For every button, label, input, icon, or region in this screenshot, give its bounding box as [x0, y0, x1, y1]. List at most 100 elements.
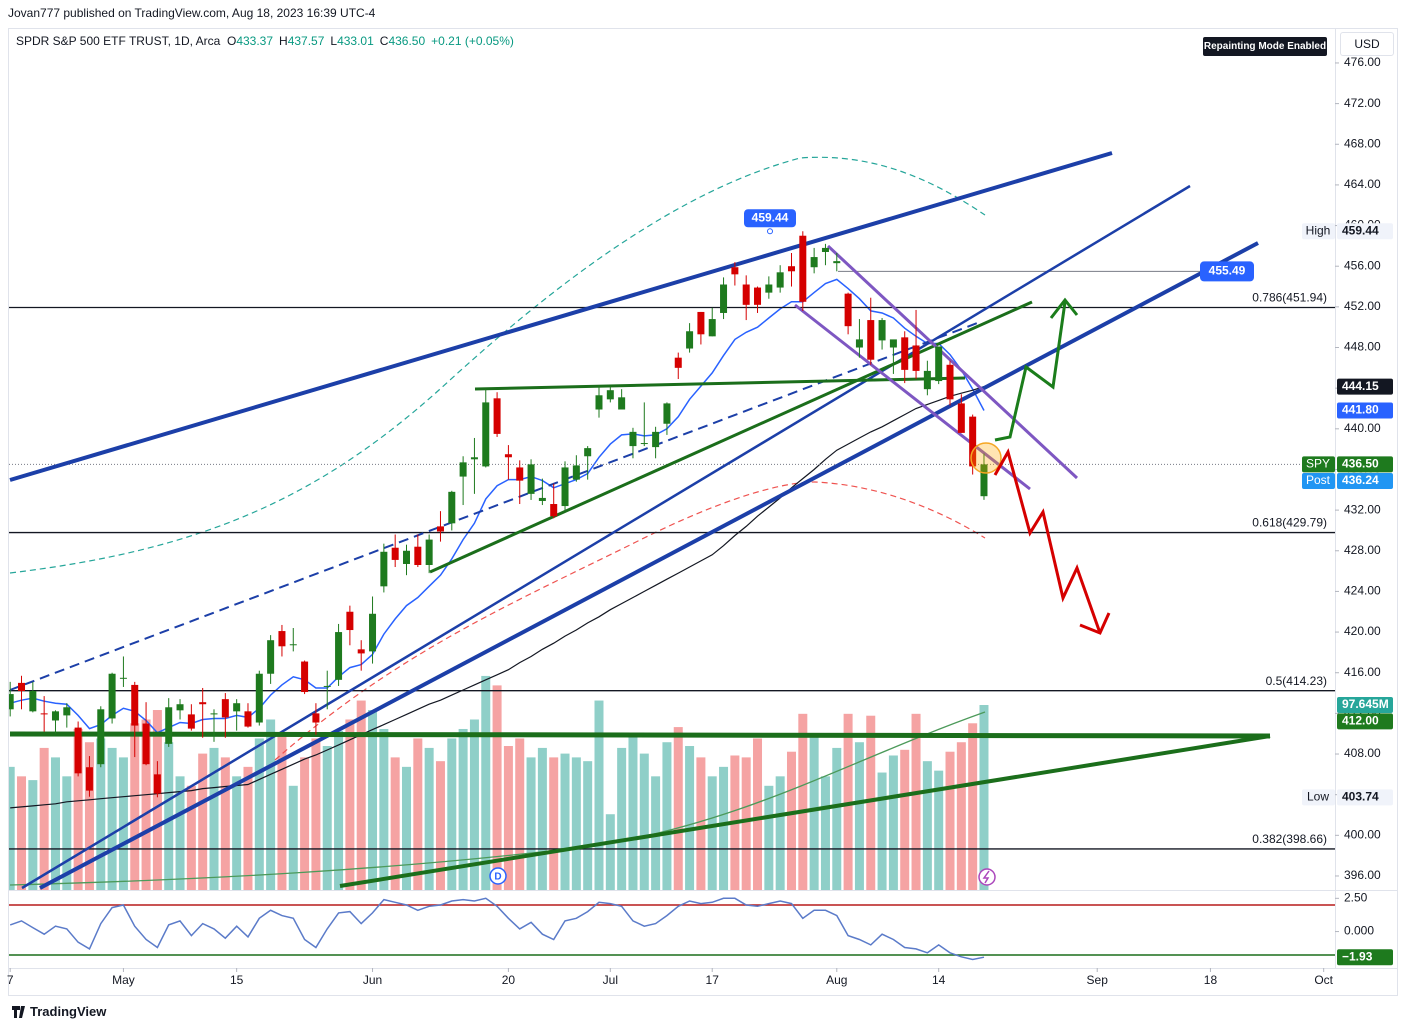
high-callout [744, 209, 796, 228]
volume-bar [322, 746, 332, 890]
x-tick-label: Oct [1314, 973, 1333, 987]
x-tick-label: 15 [230, 973, 244, 987]
candle-body [187, 714, 195, 729]
volume-bar [198, 753, 208, 890]
candle-body [674, 357, 682, 368]
volume-bar [447, 738, 457, 890]
candle-body [493, 398, 501, 434]
dividend-icon[interactable] [489, 867, 507, 885]
candle-body [957, 403, 965, 433]
volume-bar [934, 770, 944, 890]
y-tick-label: 468.00 [1344, 136, 1381, 150]
candle-body [855, 339, 863, 348]
candle-body [652, 431, 660, 448]
price-badge-label: 403.74 [1342, 789, 1379, 803]
volume-bar [84, 742, 94, 890]
event-icon[interactable] [978, 868, 996, 886]
candle-body [459, 462, 467, 477]
volume-bar [254, 738, 264, 890]
y-tick-label: 428.00 [1344, 543, 1381, 557]
badge-tag [1302, 456, 1335, 473]
candle-body [538, 497, 546, 501]
mode-badge[interactable]: Repainting Mode Enabled [1203, 37, 1327, 56]
candle-body [516, 467, 524, 481]
volume-bar [50, 757, 60, 890]
candle-body [618, 397, 626, 410]
badge-tag [1302, 789, 1335, 806]
ohlc-value: +0.21 (+0.05%) [431, 34, 514, 48]
volume-bar [707, 776, 717, 890]
candle-body [448, 491, 456, 524]
volume-bar [798, 713, 808, 890]
volume-bar [662, 742, 672, 890]
volume-bar [345, 719, 355, 890]
candle-body [131, 684, 139, 726]
level-callout-label: 455.49 [1209, 264, 1246, 278]
candle-body [210, 713, 218, 715]
volume-bar [888, 755, 898, 890]
volume-bar [753, 738, 763, 890]
candle-body [74, 727, 82, 774]
candle-body [244, 711, 252, 727]
volume-bar [277, 734, 287, 890]
ohlc-value: 433.37 [236, 34, 274, 48]
volume-bar [877, 772, 887, 890]
candle-layer [9, 231, 988, 798]
oscillator-line [9, 897, 985, 961]
fib-label: 0.382(398.66) [1252, 832, 1327, 846]
badge-tag-label: Post [1306, 473, 1331, 487]
volume-bar [911, 713, 921, 890]
candle-body [550, 504, 558, 517]
y-tick-label: 464.00 [1344, 177, 1381, 191]
volume-bar [832, 747, 842, 890]
y-tick-label: 452.00 [1344, 299, 1381, 313]
volume-bar [492, 685, 502, 890]
candle-body [663, 403, 671, 424]
currency-button[interactable]: USD [1340, 32, 1394, 56]
x-tick-label: 20 [502, 973, 516, 987]
candle-body [165, 707, 173, 744]
volume-bar [9, 766, 15, 890]
y-tick-label: 432.00 [1344, 502, 1381, 516]
candle-body [878, 320, 886, 341]
price-badge [1337, 223, 1393, 240]
candle-body [595, 395, 603, 410]
volume-bar [17, 776, 27, 890]
volume-bar [379, 728, 389, 890]
moving-average [10, 386, 985, 809]
candle-body [18, 682, 26, 692]
price-badge-label: 97.645M [1342, 697, 1389, 711]
price-badge [1337, 456, 1393, 473]
candle-body [108, 673, 116, 719]
volume-bar [390, 757, 400, 890]
trendline [474, 376, 966, 391]
candle-body [708, 319, 716, 337]
drawings-front: D [489, 297, 1111, 886]
volume-bar [843, 713, 853, 890]
candle-body [584, 448, 592, 457]
candle-body [85, 767, 93, 791]
x-tick-label: Jul [603, 973, 618, 987]
volume-bar [130, 723, 140, 890]
candle-body [787, 266, 795, 272]
volume-bar [775, 776, 785, 890]
x-tick-label: 17 [706, 973, 720, 987]
osc-badge-label: −1.93 [1342, 949, 1373, 963]
y-tick-label: 400.00 [1344, 827, 1381, 841]
price-badge [1337, 402, 1393, 419]
volume-bar [96, 738, 106, 890]
candle-body [697, 311, 705, 335]
y-tick-label: 476.00 [1344, 55, 1381, 69]
volume-bar [594, 700, 604, 890]
x-tick-label: 7 [7, 973, 14, 987]
event-bolt [982, 870, 990, 884]
volume-bar [764, 785, 774, 890]
volume-bar [368, 710, 378, 890]
candle-body [686, 331, 694, 349]
trendline [429, 300, 1033, 574]
candle-body [572, 465, 580, 480]
level-callout [1200, 261, 1254, 282]
candle-body [369, 613, 377, 652]
price-badge [1337, 789, 1393, 806]
x-tick-label: Aug [826, 973, 847, 987]
